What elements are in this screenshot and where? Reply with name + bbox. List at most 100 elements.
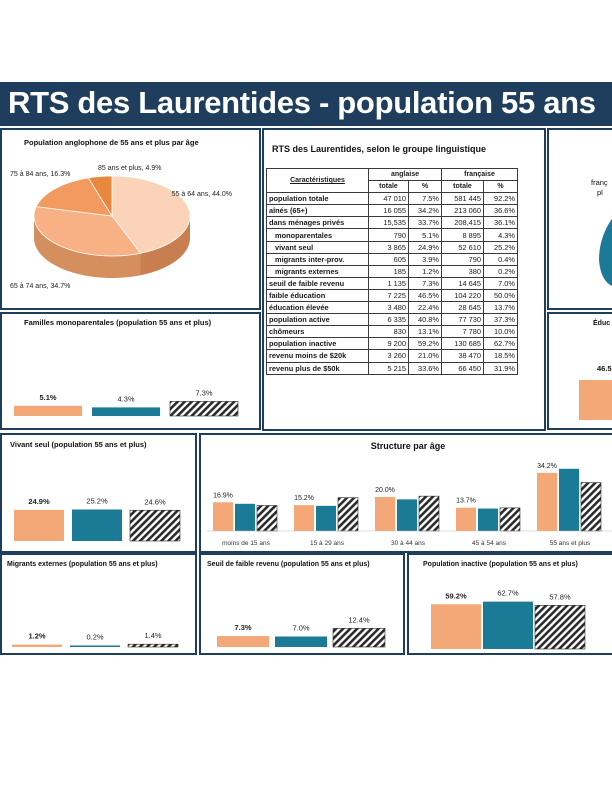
age-panel: Structure par âge 16.9% moins de 15 ans 15… — [199, 433, 612, 553]
table-title: RTS des Laurentides, selon le groupe lin… — [272, 144, 487, 154]
cell-fr-pct: 62.7% — [483, 337, 518, 351]
cell-fr-total: 213 060 — [441, 204, 484, 218]
age-title: Structure par âge — [370, 441, 446, 451]
data-label: 4.3% — [117, 394, 134, 403]
pie-panel: Population anglophone de 55 ans et plus … — [0, 128, 261, 310]
bar-anglaise — [14, 405, 82, 416]
cell-ang-total: 1 135 — [368, 276, 409, 290]
cell-ang-pct: 1.2% — [408, 264, 442, 278]
category-label: moins de 15 ans — [222, 540, 270, 547]
cell-fr-pct: 25.2% — [483, 240, 518, 254]
pie-side — [34, 216, 141, 278]
subheader-pct-fr: % — [483, 180, 518, 194]
age-bar — [580, 482, 602, 532]
row-label: faible éducation — [266, 288, 369, 303]
cell-ang-total: 47 010 — [368, 192, 409, 206]
pie-slice — [35, 177, 113, 217]
page-title: RTS des Laurentides - population 55 ans — [8, 85, 596, 120]
table-row: monoparentales 790 5.1% 8 895 4.3% — [266, 228, 518, 242]
cell-ang-total: 3 260 — [368, 349, 409, 363]
table-row: dans ménages privés 15,535 33.7% 208,415 36.… — [266, 216, 518, 230]
cell-ang-pct: 34.2% — [408, 204, 442, 218]
bar-francaise — [70, 645, 120, 647]
data-label: 16.9% — [213, 492, 233, 499]
bar-anglaise — [12, 644, 62, 647]
pie-label: 55 à 64 ans, 44.0% — [172, 191, 232, 198]
pie-slice — [111, 175, 191, 254]
data-label: 0.2% — [86, 633, 103, 642]
cell-ang-pct: 33.6% — [408, 361, 442, 375]
cell-fr-total: 38 470 — [441, 349, 484, 363]
inact-panel: Population inactive (population 55 ans e… — [407, 553, 612, 655]
age-bar — [456, 507, 476, 531]
cell-ang-pct: 3.9% — [408, 252, 442, 266]
data-label: 34.2% — [537, 463, 557, 470]
category-label: 55 ans et plus — [550, 540, 591, 547]
cell-ang-pct: 5.1% — [408, 228, 442, 242]
row-label: population totale — [266, 192, 369, 206]
data-label: 12.4% — [348, 615, 370, 624]
cell-ang-total: 3 865 — [368, 240, 409, 254]
table-body: population totale 47 010 7.5% 581 445 92.2% a… — [266, 192, 518, 375]
cell-fr-total: 8 895 — [441, 228, 484, 242]
bar-anglaise — [14, 509, 64, 541]
cell-fr-total: 130 685 — [441, 337, 484, 351]
table-row: migrants inter-prov. 605 3.9% 790 0.4% — [266, 252, 518, 266]
francaise-pie-fragment — [599, 218, 612, 286]
row-label: population inactive — [266, 337, 369, 351]
cell-fr-pct: 4.3% — [483, 228, 518, 242]
seuil-bar-chart: 7.3% 7.0% 12.4% — [217, 615, 386, 648]
education-title: Éduc — [593, 320, 611, 327]
category-label: 30 à 44 ans — [391, 540, 426, 547]
seul-title: Vivant seul (population 55 ans et plus) — [10, 440, 147, 449]
cell-ang-total: 16 055 — [368, 204, 409, 218]
bar-ensemble — [169, 401, 239, 417]
mono-panel: Familles monoparentales (population 55 a… — [0, 312, 261, 430]
table-row: population active 6 335 40.8% 77 730 37.3% — [266, 313, 518, 327]
francaise-pie-panel-partial: franç pl — [547, 128, 612, 310]
category-label: 45 à 54 ans — [472, 540, 507, 547]
table-row: migrants externes 185 1.2% 380 0.2% — [266, 264, 518, 278]
cell-ang-pct: 13.1% — [408, 325, 442, 339]
cell-fr-total: 104 220 — [441, 288, 484, 303]
cell-fr-total: 28 645 — [441, 301, 484, 315]
cell-fr-total: 7 780 — [441, 325, 484, 339]
age-bar — [559, 468, 579, 531]
bar-anglaise — [431, 604, 481, 649]
cell-ang-pct: 7.5% — [408, 192, 442, 206]
age-bar-chart: 16.9% moins de 15 ans 15.2% 15 à 29 ans 20.0… — [207, 463, 612, 547]
table-row: revenu plus de $50k 5 215 33.6% 66 450 31.9% — [266, 361, 518, 375]
age-bar — [294, 505, 314, 531]
seuil-title: Seuil de faible revenu (population 55 an… — [207, 561, 370, 568]
cell-ang-total: 185 — [368, 264, 409, 278]
age-bar — [478, 508, 498, 531]
data-label: 57.8% — [549, 592, 571, 601]
cell-ang-pct: 59.2% — [408, 337, 442, 351]
pie-title: Population anglophone de 55 ans et plus … — [24, 138, 199, 147]
cell-fr-pct: 0.4% — [483, 252, 518, 266]
cell-ang-total: 7 225 — [368, 288, 409, 303]
row-label: revenu moins de $20k — [266, 349, 369, 363]
pie-label: 85 ans et plus, 4.9% — [98, 165, 161, 172]
cell-fr-total: 208,415 — [441, 216, 484, 230]
cell-fr-total: 790 — [441, 252, 484, 266]
cell-fr-pct: 13.7% — [483, 301, 518, 315]
row-label: seuil de faible revenu — [266, 276, 369, 290]
bar-francaise — [483, 601, 533, 649]
age-bar — [537, 472, 557, 531]
row-label: monoparentales — [266, 228, 369, 242]
data-label: 13.7% — [456, 498, 476, 505]
subheader-total-ang: totale — [368, 180, 409, 194]
cell-fr-pct: 50.0% — [483, 288, 518, 303]
data-label: 1.2% — [28, 632, 45, 641]
mono-bar-chart: 5.1% 4.3% 7.3% — [14, 388, 239, 417]
row-label: revenu plus de $50k — [266, 361, 369, 375]
row-label: population active — [266, 313, 369, 327]
table-row: population inactive 9 200 59.2% 130 685 62.7… — [266, 337, 518, 351]
row-label: migrants inter-prov. — [266, 252, 369, 266]
table-row: revenu moins de $20k 3 260 21.0% 38 470 18.5… — [266, 349, 518, 363]
data-label: 62.7% — [497, 589, 519, 598]
data-label: 7.3% — [195, 388, 212, 397]
data-label: 7.3% — [234, 623, 251, 632]
data-label: 25.2% — [86, 497, 108, 506]
